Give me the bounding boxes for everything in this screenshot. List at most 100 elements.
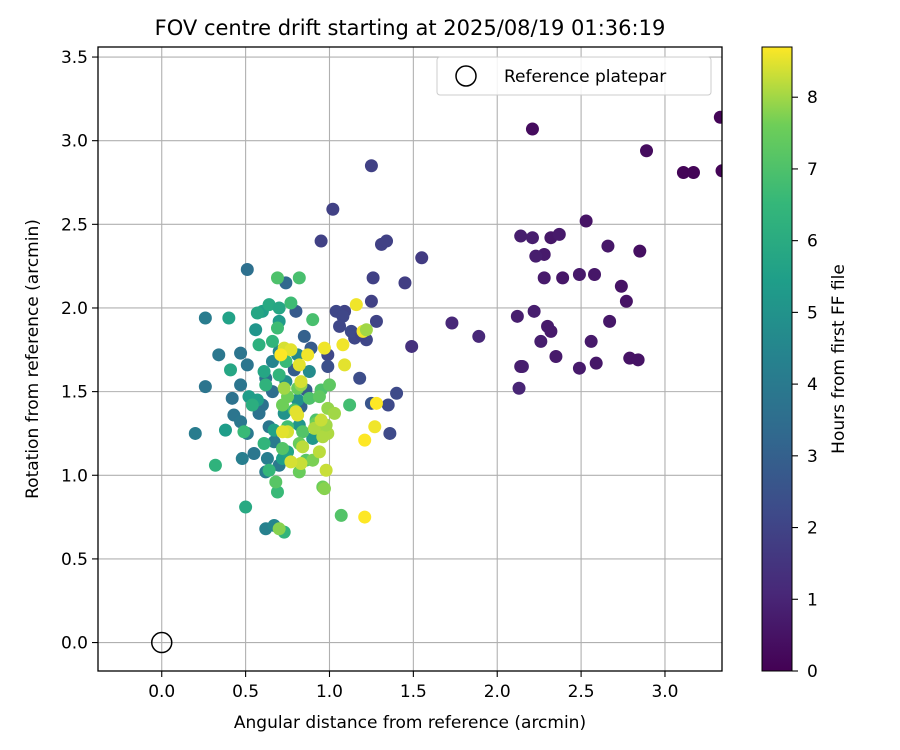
colorbar-tick-label: 4 [807,375,818,395]
data-point [294,457,308,471]
data-point [514,229,528,243]
data-point [336,338,350,352]
colorbar-tick-label: 0 [807,662,818,682]
data-point [257,365,271,379]
data-point [234,346,248,360]
x-tick-label: 2.5 [568,682,595,702]
data-point [225,391,239,405]
data-point [240,358,254,372]
colorbar-tick-label: 7 [807,160,818,180]
data-point [686,165,700,179]
data-point [284,343,298,357]
data-point [224,363,238,377]
x-tick-label: 3.0 [651,682,678,702]
data-point [525,122,539,136]
colorbar-tick-label: 3 [807,447,818,467]
colorbar-gradient [761,46,793,672]
y-axis-label: Rotation from reference (arcmin) [23,219,43,499]
data-point [265,334,279,348]
data-point [326,202,340,216]
data-point [302,365,316,379]
scatter-points [188,110,722,539]
data-point [544,324,558,338]
data-point [239,500,253,514]
data-point [277,381,291,395]
data-point [359,323,373,337]
y-tick-label: 2.0 [61,299,88,319]
data-point [588,268,602,282]
data-point [715,164,722,178]
x-axis-ticks: 0.0 0.5 1.0 1.5 2.0 2.5 3.0 [148,671,678,702]
plot-frame [97,46,723,672]
colorbar-tick-label: 1 [807,590,818,610]
data-point [589,356,603,370]
data-point [572,361,586,375]
data-point [235,452,249,466]
legend-box [436,56,712,96]
data-point [218,423,232,437]
data-point [322,378,336,392]
data-point [366,271,380,285]
data-point [321,360,335,374]
data-point [292,358,306,372]
x-tick-label: 1.0 [316,682,343,702]
data-point [614,279,628,293]
data-point [306,313,320,327]
y-tick-label: 0.5 [61,550,88,570]
data-point [296,440,310,454]
data-point [319,463,333,477]
y-tick-label: 2.5 [61,215,88,235]
data-point [529,249,543,263]
data-point [556,271,570,285]
data-point [369,396,383,410]
data-point [296,425,310,439]
data-point [316,430,330,444]
data-point [317,341,331,355]
data-point [579,214,593,228]
legend-reference-marker [455,65,477,87]
data-point [381,398,395,412]
data-point [380,234,394,248]
data-point [276,398,290,412]
data-point [222,311,236,325]
legend: Reference platepar [436,56,712,96]
data-point [317,482,331,496]
chart-title: FOV centre drift starting at 2025/08/19 … [155,16,666,40]
data-point [552,227,566,241]
data-point [353,371,367,385]
data-point [291,408,305,422]
data-point [619,294,633,308]
data-point [405,339,419,353]
x-axis-label: Angular distance from reference (arcmin) [234,713,586,733]
data-point [292,271,306,285]
data-point [512,381,526,395]
colorbar-tick-label: 2 [807,519,818,539]
data-point [633,244,647,258]
data-point [640,144,654,158]
data-point [676,165,690,179]
data-point [534,334,548,348]
y-axis-ticks: 0.0 0.5 1.0 1.5 2.0 2.5 3.0 3.5 [61,48,98,654]
legend-label: Reference platepar [504,67,666,87]
colorbar-ticks: 0 1 2 3 4 5 6 7 8 [792,88,818,682]
data-point [369,314,383,328]
data-point [312,445,326,459]
y-tick-label: 0.0 [61,634,88,654]
data-point [631,353,645,367]
data-point [247,447,261,461]
data-point [364,294,378,308]
data-point [260,452,274,466]
y-tick-label: 3.5 [61,48,88,68]
data-point [272,368,286,382]
data-point [301,348,315,362]
reference-marker-layer [150,631,173,654]
data-point [297,329,311,343]
data-point [291,393,305,407]
data-point [338,358,352,372]
y-tick-label: 1.5 [61,383,88,403]
data-point [198,311,212,325]
data-point [334,508,348,522]
data-point [270,485,284,499]
data-point [274,348,288,362]
